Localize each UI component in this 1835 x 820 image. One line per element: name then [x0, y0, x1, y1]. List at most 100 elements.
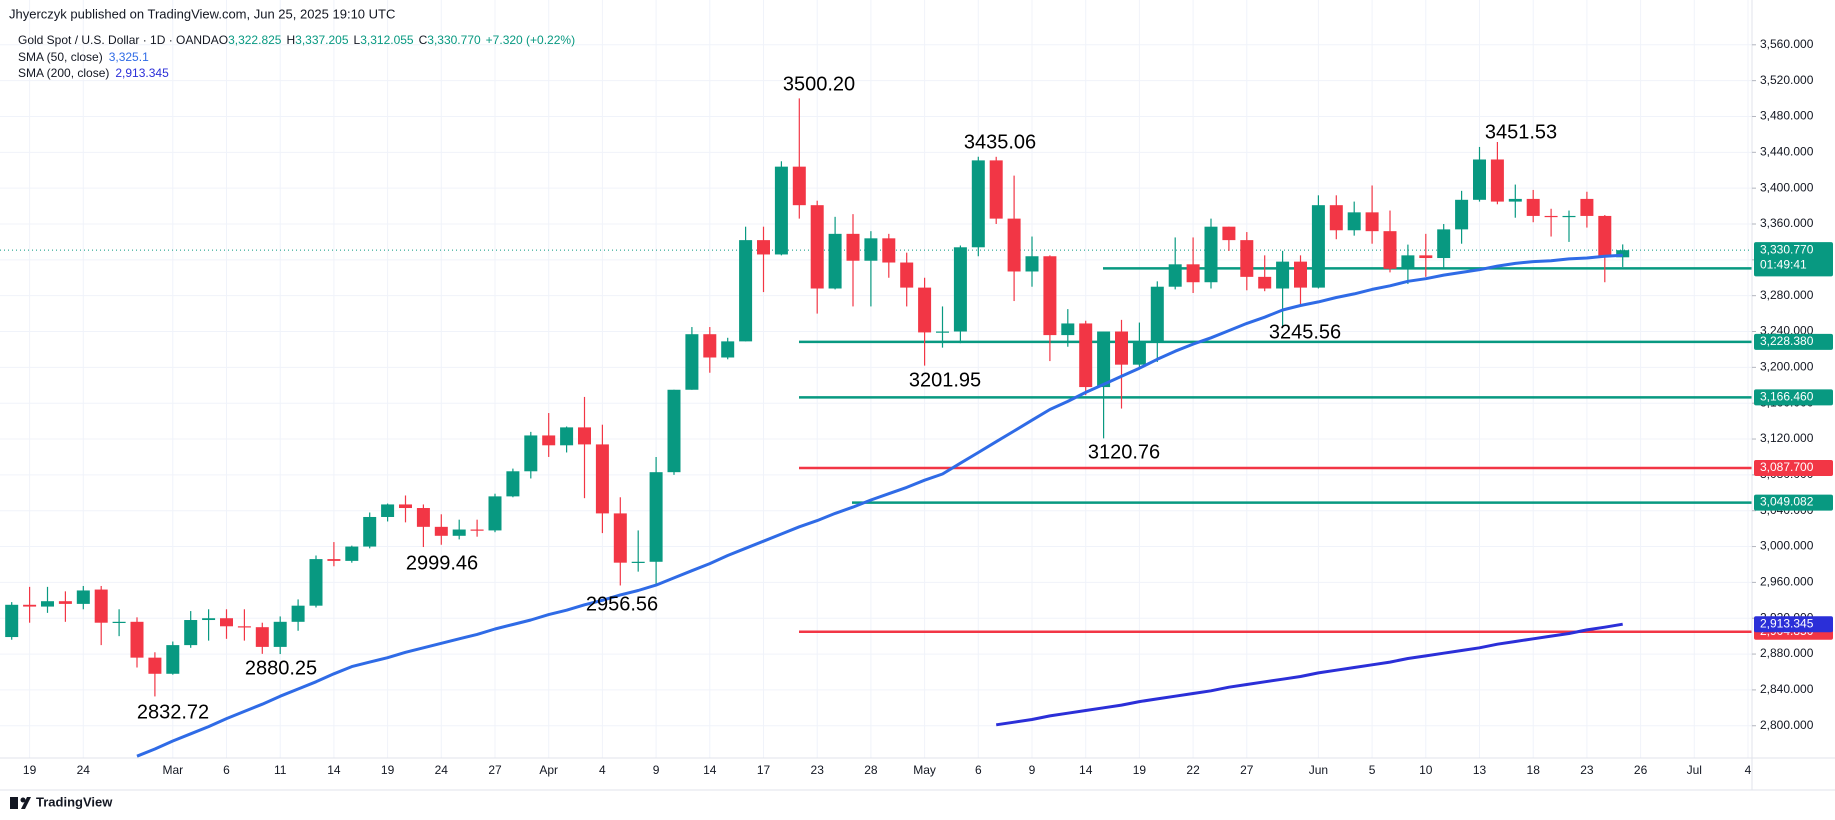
price-annotation: 2880.25	[245, 657, 317, 679]
candle-body	[918, 287, 932, 333]
candle-body	[1437, 229, 1451, 259]
candle-body	[381, 504, 395, 517]
x-tick-label: 9	[1029, 763, 1036, 777]
candle-body	[631, 561, 645, 563]
candle-body	[1490, 159, 1504, 202]
y-tick-label: 3,200.000	[1760, 360, 1814, 374]
candle-body	[1025, 256, 1039, 272]
candle-body	[130, 621, 144, 658]
x-tick-label: 24	[77, 763, 91, 777]
price-badge	[1754, 389, 1833, 406]
x-tick-label: Mar	[162, 763, 183, 777]
x-tick-label: 26	[1634, 763, 1648, 777]
quote-key: C	[419, 33, 428, 47]
candle-body	[1061, 323, 1075, 336]
x-tick-label: May	[913, 763, 936, 777]
candle-body	[1329, 205, 1343, 231]
candle-body	[989, 160, 1003, 219]
last-price-badge	[1754, 242, 1833, 274]
candle-body	[1562, 215, 1576, 218]
quote-value: 3,322.825	[228, 33, 282, 47]
candle-body	[1616, 250, 1630, 258]
price-annotation: 3201.95	[909, 369, 981, 391]
candle-body	[882, 238, 896, 263]
y-tick-label: 3,440.000	[1760, 144, 1814, 158]
price-annotation: 3435.06	[964, 131, 1036, 153]
countdown-label: 01:49:41	[1760, 257, 1807, 271]
footer-text: TradingView	[36, 794, 113, 809]
x-tick-label: 23	[811, 763, 825, 777]
x-tick-label: 19	[1133, 763, 1147, 777]
indicator-value: 2,913.345	[115, 66, 169, 80]
candle-body	[1455, 199, 1469, 230]
legend: Jhyerczyk published on TradingView.com, …	[9, 6, 575, 80]
x-tick-label: 18	[1527, 763, 1541, 777]
candle-body	[703, 334, 717, 358]
sma-line	[995, 622, 1623, 727]
x-tick-label: Apr	[539, 763, 558, 777]
x-tick-label: 9	[653, 763, 660, 777]
candle-body	[1383, 231, 1397, 269]
quote-value: 3,312.055	[360, 33, 414, 47]
x-tick-label: 6	[975, 763, 982, 777]
y-tick-label: 2,880.000	[1760, 646, 1814, 660]
y-tick-label: 3,280.000	[1760, 288, 1814, 302]
logo-bar	[10, 797, 18, 809]
candle-body	[1473, 159, 1486, 200]
candle-body	[1150, 286, 1164, 342]
candle-body	[452, 529, 466, 536]
quote-value: 3,337.205	[295, 33, 349, 47]
last-price-label: 3,330.770	[1760, 242, 1814, 256]
candle-body	[1007, 218, 1021, 272]
candle-body	[1222, 226, 1236, 241]
y-tick-label: 3,480.000	[1760, 109, 1814, 123]
x-tick-label: 4	[599, 763, 606, 777]
price-badge-label: 2,913.345	[1760, 616, 1814, 630]
candle-body	[721, 341, 735, 358]
plot-area	[0, 98, 1752, 758]
y-tick-label: 3,520.000	[1760, 73, 1814, 87]
indicator-legend: SMA (200, close) 2,913.345	[18, 66, 169, 80]
quote-key: H	[286, 33, 295, 47]
x-tick-label: 27	[1240, 763, 1254, 777]
x-tick-label: 19	[23, 763, 37, 777]
candle-body	[1347, 212, 1361, 231]
candle-body	[184, 620, 198, 646]
quote: O3,322.825 H3,337.205 L3,312.055 C3,330.770…	[219, 33, 575, 47]
x-tick-label: 14	[1079, 763, 1093, 777]
candle-body	[470, 529, 484, 531]
candle-body	[94, 589, 108, 623]
candle-body	[739, 240, 753, 342]
candle-body	[757, 240, 770, 255]
logo-dot	[20, 797, 26, 803]
candle-body	[76, 590, 90, 604]
candle-body	[58, 601, 72, 604]
price-badge	[1754, 459, 1833, 476]
price-annotation: 3500.20	[783, 73, 855, 95]
price-badge-label: 3,049.082	[1760, 495, 1814, 509]
y-tick-label: 2,840.000	[1760, 682, 1814, 696]
candle-body	[1508, 198, 1522, 202]
candle-body	[864, 238, 878, 261]
candle-body	[774, 166, 788, 255]
candle-body	[434, 526, 448, 536]
indicator-legend: SMA (50, close) 3,325.1	[18, 50, 149, 64]
candle-body	[327, 559, 341, 561]
candle-body	[416, 508, 430, 527]
price-annotation: 2832.72	[137, 701, 209, 723]
annotations: 3500.20 3435.06 3451.53 3201.95 3245.56 3120.…	[137, 73, 1557, 723]
footer-logo: TradingView	[10, 794, 113, 809]
candle-body	[1204, 226, 1218, 283]
header: Jhyerczyk published on TradingView.com, …	[9, 6, 395, 21]
candle-body	[5, 604, 19, 638]
candle-body	[399, 504, 412, 509]
x-tick-label: 17	[757, 763, 771, 777]
candle-body	[345, 546, 359, 561]
price-badge-label: 3,166.460	[1760, 390, 1814, 404]
candle-body	[846, 233, 860, 261]
candle-body	[363, 516, 377, 547]
price-badge-label: 3,087.700	[1760, 460, 1814, 474]
price-badge-label: 3,228.380	[1760, 334, 1814, 348]
